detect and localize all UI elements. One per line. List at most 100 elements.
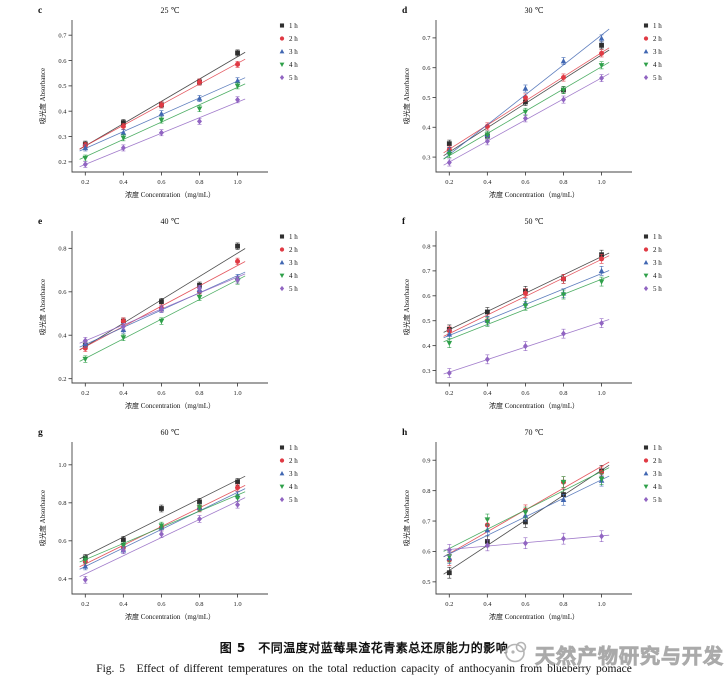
series-4h xyxy=(79,275,246,363)
data-point xyxy=(560,292,567,298)
x-tick-label: 0.4 xyxy=(119,601,128,608)
square-legend-icon xyxy=(643,234,649,239)
data-point xyxy=(446,369,452,377)
triangle-up-legend-icon xyxy=(643,470,649,476)
data-point xyxy=(560,276,566,282)
data-point xyxy=(82,161,88,168)
triangle-up-legend-icon xyxy=(279,48,285,54)
y-tick-label: 0.5 xyxy=(422,318,430,325)
diamond-legend-icon xyxy=(643,496,649,503)
data-point xyxy=(158,117,165,124)
series-1h xyxy=(443,464,610,579)
series-4h xyxy=(79,491,246,564)
data-point xyxy=(82,576,88,583)
panel-title: 70 ℃ xyxy=(525,428,544,437)
y-axis-label: 吸光度 Absorbance xyxy=(402,279,411,335)
data-point xyxy=(234,83,241,89)
data-point xyxy=(560,87,567,94)
series-5h xyxy=(443,318,610,378)
data-point xyxy=(235,479,240,485)
x-tick-label: 1.0 xyxy=(597,601,605,608)
series-1h xyxy=(79,475,246,562)
circle-legend-icon xyxy=(643,36,649,41)
y-tick-label: 0.3 xyxy=(422,154,430,161)
y-tick-label: 0.8 xyxy=(58,500,66,507)
legend-label: 4 h xyxy=(653,483,662,491)
y-axis-label: 吸光度 Absorbance xyxy=(38,68,47,124)
figure-caption: 图 5 不同温度对蓝莓果渣花青素总还原能力的影响 Fig. 5 Effect o… xyxy=(0,639,728,679)
legend-label: 4 h xyxy=(289,61,298,69)
diamond-legend-icon xyxy=(643,74,649,81)
y-axis-label: 吸光度 Absorbance xyxy=(38,490,47,546)
subplot-h-canvas: 0.5 0.6 0.7 0.8 0.9 0.2 0.4 0.6 0.8 1.0 70 ℃ h 吸光度 A… xyxy=(402,428,662,621)
data-point xyxy=(599,320,605,327)
data-point xyxy=(158,523,165,529)
data-point xyxy=(235,485,241,491)
axes xyxy=(71,20,268,173)
y-tick-label: 0.7 xyxy=(422,268,431,275)
data-point xyxy=(560,96,566,103)
fit-line xyxy=(443,47,610,154)
circle-legend-icon xyxy=(279,458,285,463)
y-tick-label: 0.2 xyxy=(58,159,66,166)
data-point xyxy=(196,95,203,101)
subplot-e-canvas: 0.2 0.4 0.6 0.8 0.2 0.4 0.6 0.8 1.0 40 ℃ e 吸光度 Abso… xyxy=(38,217,298,410)
diamond-legend-icon xyxy=(279,285,285,292)
series-5h xyxy=(79,96,246,168)
panel-title: 30 ℃ xyxy=(525,6,544,15)
data-point xyxy=(235,243,240,249)
axes xyxy=(435,442,632,595)
journal-logo-icon xyxy=(502,639,532,670)
data-point xyxy=(560,330,566,337)
legend-label: 5 h xyxy=(289,496,298,504)
data-point xyxy=(196,515,202,523)
data-point xyxy=(196,79,202,85)
legend-label: 1 h xyxy=(289,233,298,241)
data-point xyxy=(599,256,605,262)
data-point xyxy=(158,110,165,116)
legend-label: 2 h xyxy=(289,457,298,465)
x-tick-label: 0.8 xyxy=(559,390,567,397)
data-point xyxy=(522,343,528,350)
data-point xyxy=(234,495,241,502)
data-point xyxy=(560,479,567,486)
y-tick-label: 0.4 xyxy=(58,576,67,583)
triangle-up-legend-icon xyxy=(279,259,285,265)
legend-label: 2 h xyxy=(653,35,662,43)
x-tick-label: 0.8 xyxy=(559,179,567,186)
data-point xyxy=(599,533,605,540)
fit-line xyxy=(79,51,246,150)
triangle-down-legend-icon xyxy=(643,484,649,490)
y-tick-label: 0.5 xyxy=(422,579,430,586)
data-point xyxy=(82,557,89,563)
caption-english: Fig. 5 Effect of different temperatures … xyxy=(96,663,632,675)
data-point xyxy=(120,129,127,135)
panel-title: 40 ℃ xyxy=(161,217,180,226)
data-point xyxy=(196,106,203,112)
y-tick-label: 0.7 xyxy=(422,518,431,525)
data-point xyxy=(599,75,605,82)
triangle-down-legend-icon xyxy=(643,62,649,68)
series-4h xyxy=(443,467,610,563)
circle-legend-icon xyxy=(643,458,649,463)
data-point xyxy=(196,505,203,511)
data-point xyxy=(598,279,605,285)
triangle-up-legend-icon xyxy=(279,470,285,476)
data-point xyxy=(560,535,566,542)
data-point xyxy=(82,144,89,151)
panel-title: 60 ℃ xyxy=(161,428,180,437)
axes xyxy=(71,231,268,384)
x-tick-label: 0.6 xyxy=(157,601,166,608)
circle-legend-icon xyxy=(279,36,285,41)
legend-label: 1 h xyxy=(653,22,662,30)
x-tick-label: 0.4 xyxy=(483,390,492,397)
panel-letter: g xyxy=(38,428,43,438)
series-2h xyxy=(79,257,246,352)
series-5h xyxy=(443,73,610,167)
axes xyxy=(435,20,632,173)
x-tick-label: 1.0 xyxy=(597,179,605,186)
y-tick-label: 0.4 xyxy=(422,125,431,132)
data-point xyxy=(196,118,202,125)
data-point xyxy=(599,50,605,56)
x-tick-label: 1.0 xyxy=(233,601,241,608)
